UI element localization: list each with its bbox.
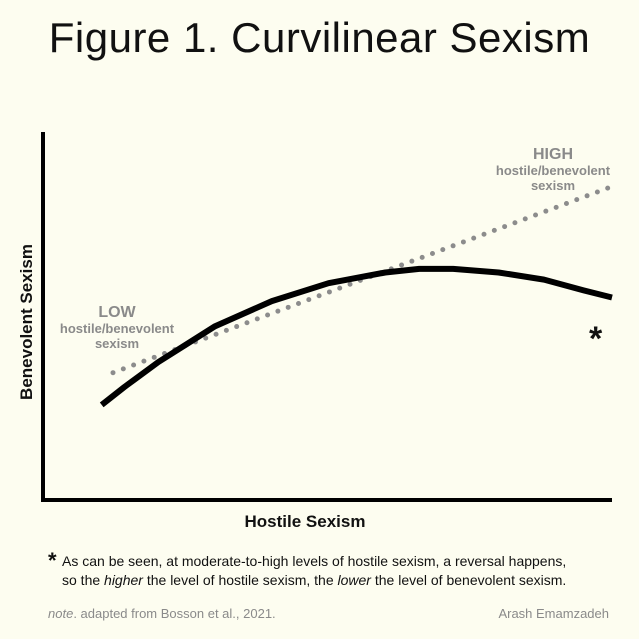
- footnote: * As can be seen, at moderate-to-high le…: [48, 548, 608, 590]
- high-annotation-title: HIGH: [533, 146, 573, 163]
- author-credit: Arash Emamzadeh: [498, 606, 609, 621]
- curvilinear-line-series: [99, 265, 613, 408]
- footnote-line2-post: the level of benevolent sexism.: [370, 571, 567, 588]
- source-note: note. adapted from Bosson et al., 2021.: [48, 606, 276, 621]
- low-annotation: LOW hostile/benevolent sexism: [42, 304, 192, 352]
- low-annotation-line1: hostile/benevolent: [59, 321, 175, 337]
- footnote-line2-pre: so the: [62, 571, 105, 588]
- footnote-line2: so the higher the level of hostile sexis…: [48, 571, 608, 590]
- high-annotation-line2: sexism: [530, 178, 576, 194]
- footnote-lower: lower: [337, 571, 371, 588]
- chart-title: Figure 1. Curvilinear Sexism: [48, 14, 591, 61]
- source-note-label: note: [48, 606, 74, 621]
- reversal-marker: *: [589, 320, 603, 358]
- high-annotation-line1: hostile/benevolent: [495, 163, 611, 179]
- high-annotation: HIGH hostile/benevolent sexism: [478, 146, 628, 194]
- footnote-star: *: [48, 548, 57, 573]
- low-annotation-title: LOW: [98, 304, 136, 321]
- low-annotation-line2: sexism: [94, 336, 140, 352]
- footnote-line2-mid: the level of hostile sexism, the: [142, 571, 338, 588]
- y-axis-label: Benevolent Sexism: [17, 244, 36, 400]
- footnote-line1: As can be seen, at moderate-to-high leve…: [62, 553, 567, 569]
- source-note-text: . adapted from Bosson et al., 2021.: [73, 606, 276, 621]
- footnote-higher: higher: [104, 571, 143, 588]
- x-axis-label: Hostile Sexism: [244, 512, 366, 531]
